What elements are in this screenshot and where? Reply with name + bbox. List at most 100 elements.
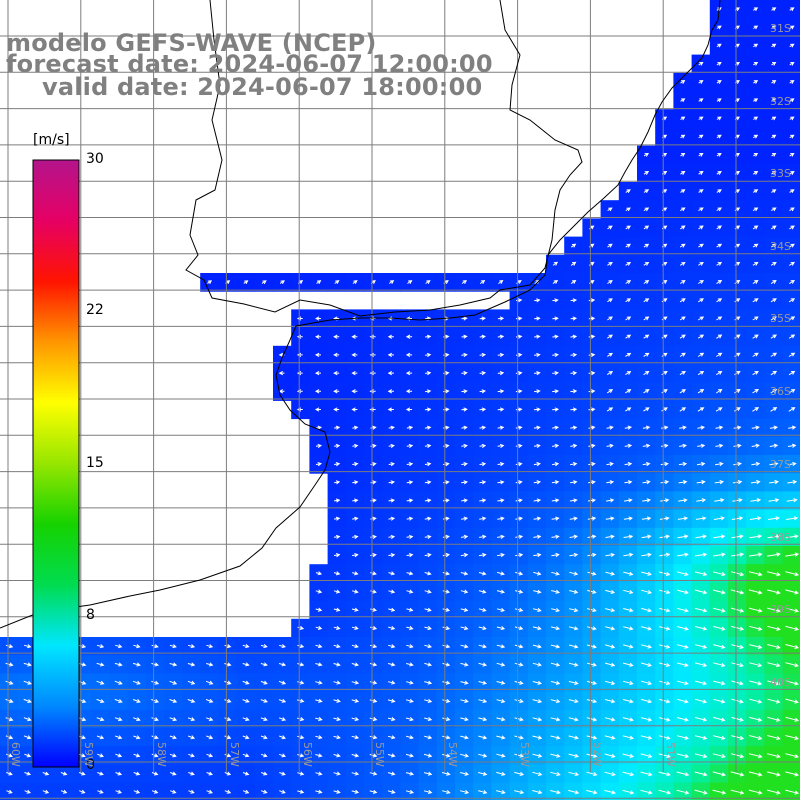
wind-arrow	[770, 298, 777, 303]
wind-arrow	[748, 571, 763, 577]
wind-arrow	[405, 352, 413, 358]
wind-arrow	[370, 425, 377, 430]
wind-arrow	[767, 607, 781, 613]
wind-arrow	[730, 589, 745, 595]
wind-arrow	[188, 789, 195, 794]
wind-arrow	[640, 753, 653, 758]
wind-arrow	[713, 680, 726, 686]
wind-arrow	[388, 571, 396, 576]
wind-arrow	[713, 698, 726, 704]
wind-arrow	[752, 261, 759, 266]
wind-arrow	[333, 680, 341, 685]
wind-arrow	[785, 662, 799, 668]
wind-arrow	[370, 607, 378, 612]
wind-arrow	[731, 662, 744, 668]
wind-arrow	[625, 352, 632, 357]
wind-arrow	[697, 352, 705, 357]
wind-arrow	[333, 370, 340, 376]
wind-arrow	[497, 389, 505, 394]
wind-arrow	[132, 698, 141, 703]
wind-arrow	[604, 753, 616, 758]
wind-arrow	[625, 298, 632, 303]
wind-arrow	[785, 716, 800, 722]
wind-arrow	[712, 625, 726, 631]
wind-arrow	[97, 753, 104, 758]
wind-arrow	[730, 771, 745, 777]
wind-arrow	[643, 225, 650, 230]
wind-arrow	[406, 625, 414, 631]
wind-arrow	[641, 534, 652, 539]
wind-arrow	[278, 662, 287, 667]
wind-arrow	[748, 771, 763, 777]
wind-arrow	[78, 644, 87, 649]
wind-arrow	[242, 735, 250, 740]
wind-arrow	[533, 443, 541, 448]
wind-arrow	[696, 461, 706, 467]
wind-arrow	[731, 680, 744, 686]
wind-arrow	[405, 735, 414, 740]
wind-arrow	[278, 370, 285, 376]
wind-arrow	[586, 771, 598, 777]
wind-arrow	[587, 534, 597, 539]
wind-arrow	[333, 352, 340, 358]
wind-arrow	[461, 389, 468, 394]
wind-arrow	[713, 644, 726, 649]
wind-arrow	[424, 607, 432, 612]
wind-arrow	[768, 498, 780, 503]
wind-arrow	[588, 316, 596, 321]
wind-arrow	[460, 662, 469, 667]
wind-arrow	[479, 279, 486, 285]
wind-arrow	[697, 316, 705, 321]
wind-arrow	[424, 534, 432, 539]
wind-arrow	[716, 316, 723, 321]
wind-arrow	[497, 480, 505, 485]
wind-arrow	[369, 680, 378, 685]
lon-label: 58W	[155, 742, 168, 767]
wind-arrow	[6, 753, 13, 758]
lon-label: 55W	[373, 742, 386, 767]
wind-arrow	[752, 407, 760, 412]
wind-arrow	[730, 735, 745, 740]
wind-arrow	[623, 608, 634, 613]
wind-arrow	[552, 352, 559, 358]
wind-arrow	[443, 371, 450, 376]
wind-arrow	[568, 680, 579, 685]
wind-arrow	[515, 571, 524, 576]
wind-arrow	[677, 680, 689, 686]
wind-arrow	[496, 717, 506, 722]
wind-arrow	[315, 607, 323, 612]
wind-arrow	[551, 516, 560, 521]
wind-arrow	[750, 498, 762, 503]
wind-arrow	[206, 662, 214, 667]
wind-arrow	[424, 498, 432, 503]
wind-arrow	[514, 771, 525, 776]
wind-arrow	[714, 480, 725, 485]
wind-arrow	[749, 552, 763, 557]
wind-arrow	[789, 98, 795, 103]
forecast-date: forecast date: 2024-06-07 12:00:00	[6, 50, 493, 78]
wind-arrow	[788, 334, 796, 339]
wind-arrow	[661, 352, 668, 357]
wind-arrow	[187, 735, 196, 740]
wind-arrow	[716, 98, 722, 103]
lon-label: 59W	[82, 742, 95, 767]
wind-arrow	[789, 61, 795, 66]
wind-arrow	[442, 753, 451, 758]
wind-arrow	[716, 80, 722, 84]
lon-label: 57W	[228, 742, 241, 767]
wind-arrow	[314, 370, 321, 376]
wind-arrow	[242, 717, 250, 721]
wind-arrow	[788, 370, 796, 376]
wind-arrow	[713, 662, 726, 668]
wind-arrow	[405, 370, 413, 376]
wind-arrow	[334, 498, 341, 503]
wind-arrow	[550, 626, 561, 631]
wind-arrow	[607, 316, 613, 321]
wind-arrow	[532, 717, 543, 722]
lon-label: 52W	[591, 742, 604, 767]
wind-arrow	[115, 771, 123, 776]
wind-arrow	[749, 698, 763, 704]
wind-arrow	[770, 316, 777, 321]
